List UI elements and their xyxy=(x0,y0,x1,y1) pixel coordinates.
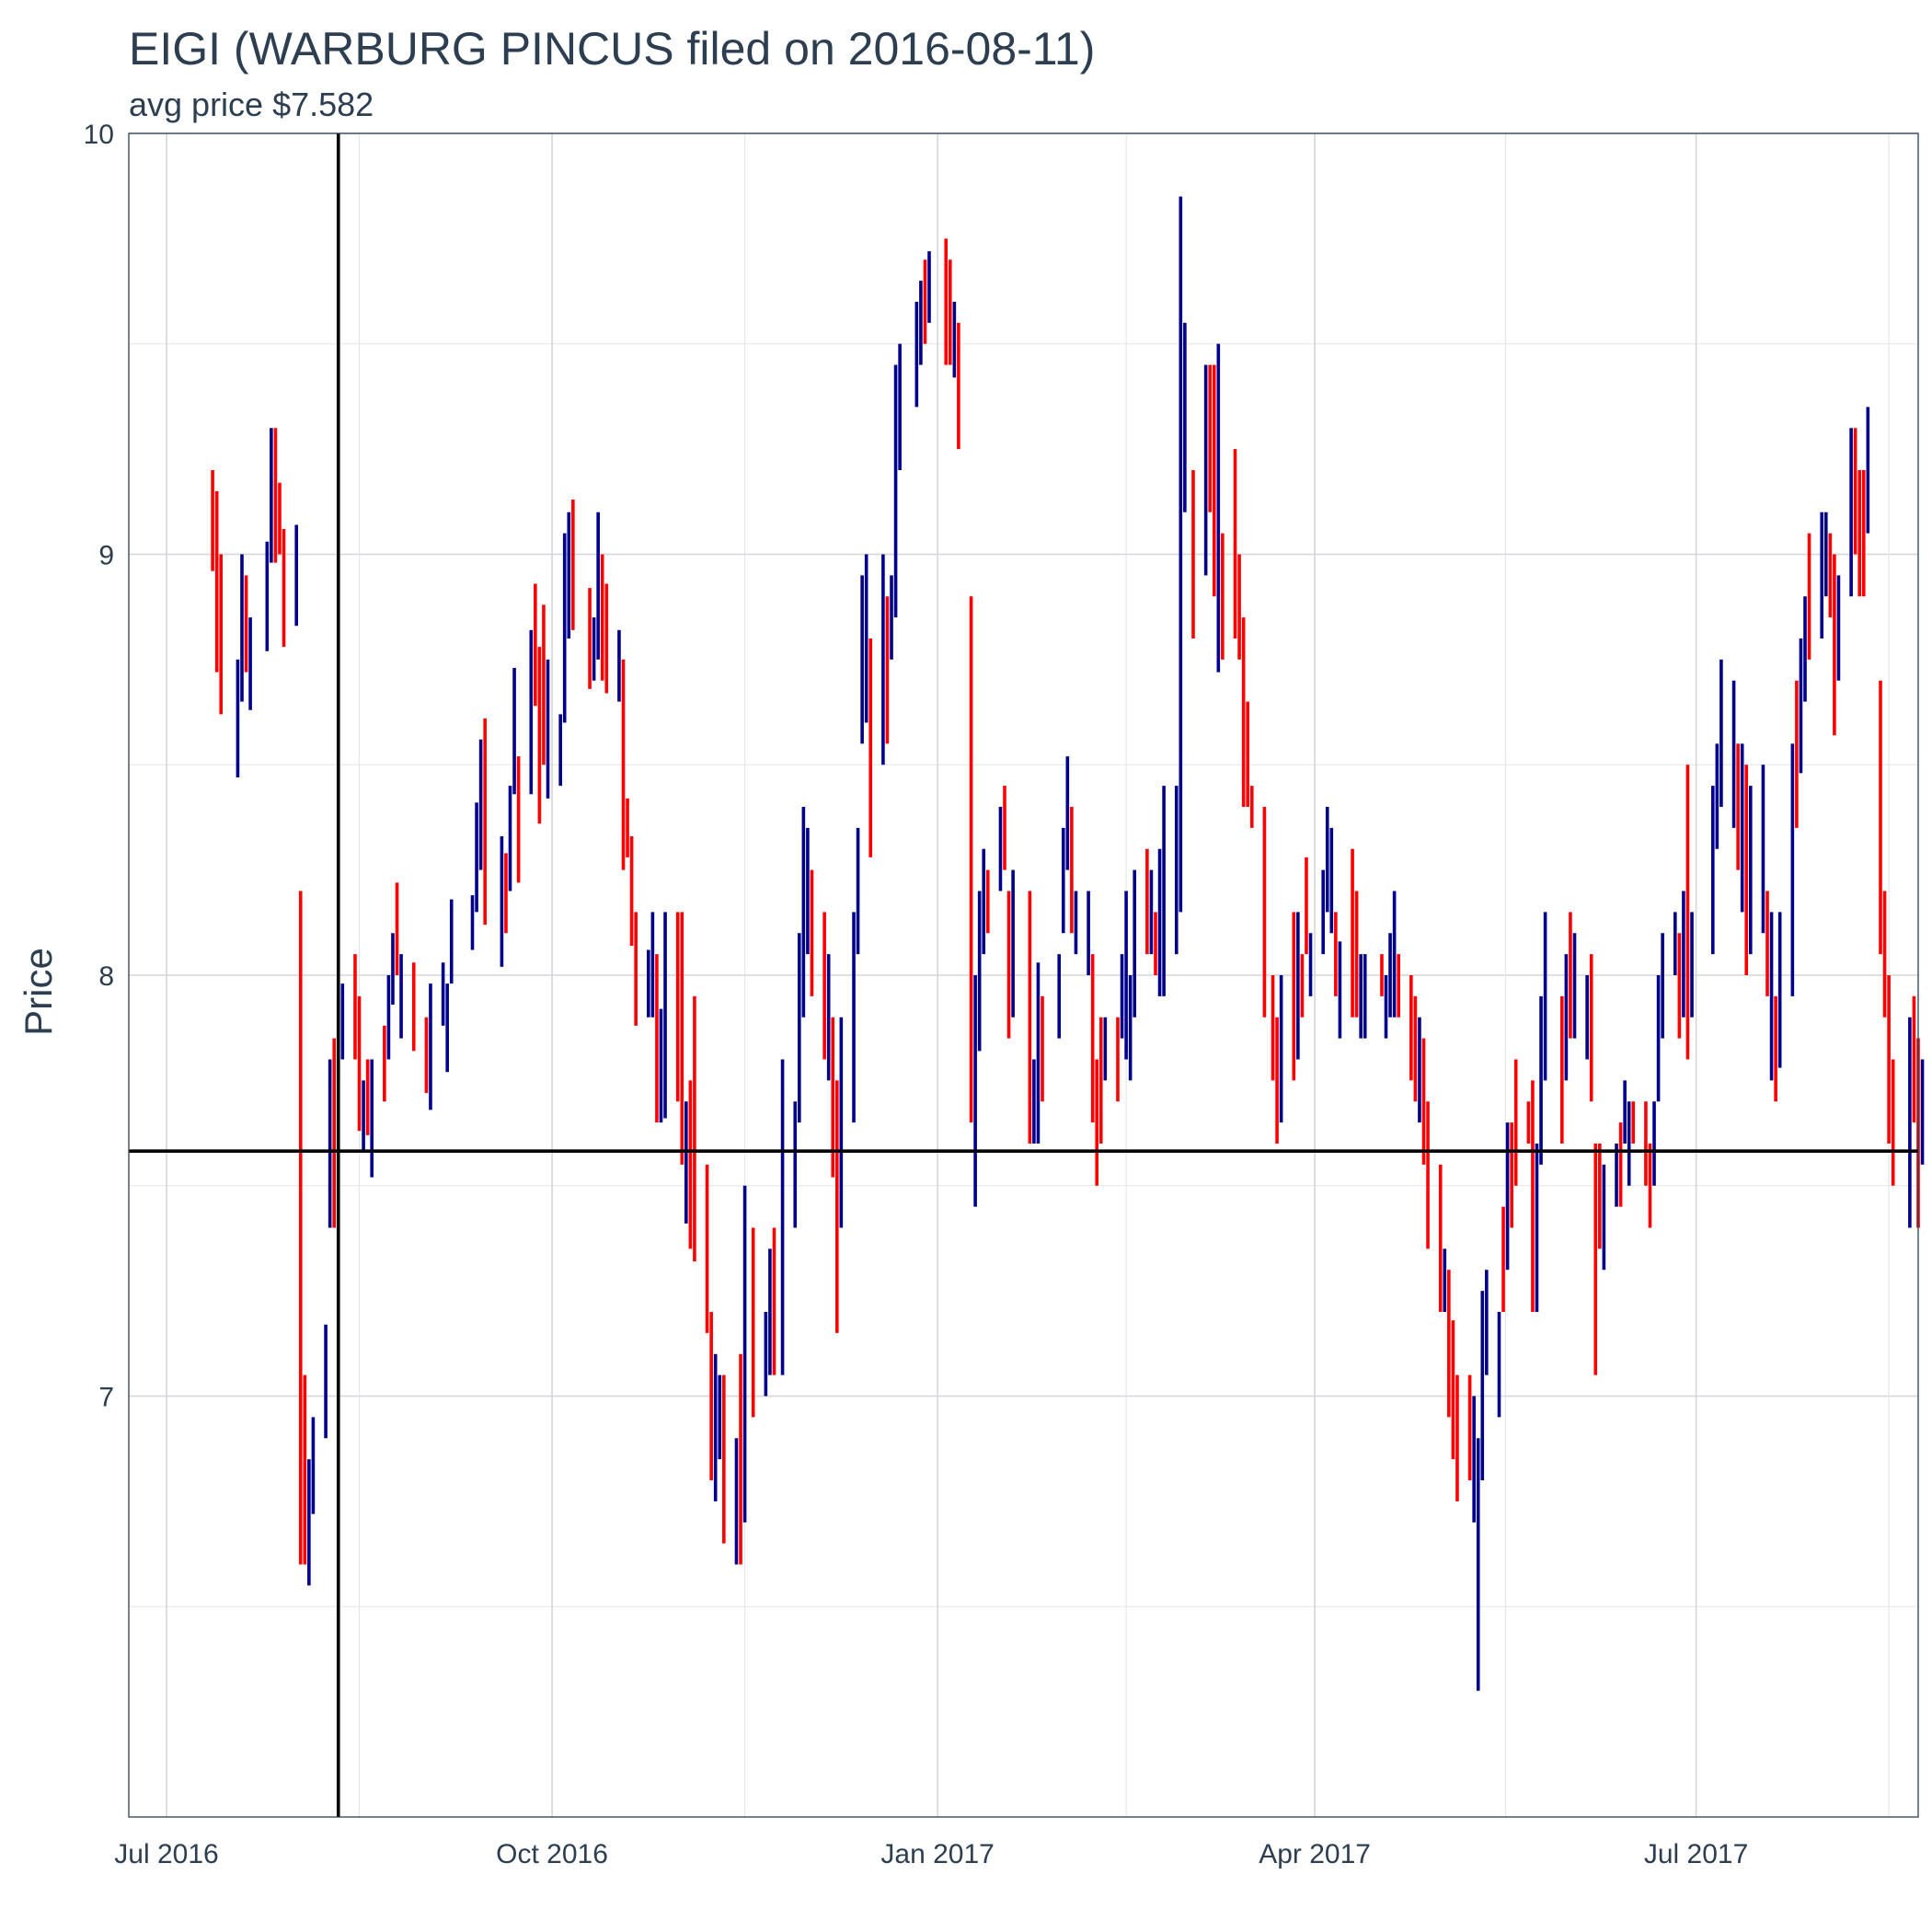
x-tick-label: Oct 2016 xyxy=(496,1839,608,1869)
y-tick-label: 7 xyxy=(98,1383,114,1413)
y-tick-label: 9 xyxy=(98,541,114,571)
reference-lines xyxy=(129,133,1918,1817)
y-tick-label: 10 xyxy=(84,120,114,150)
x-tick-label: Jan 2017 xyxy=(880,1839,994,1869)
chart-subtitle: avg price $7.582 xyxy=(129,86,374,123)
x-tick-label: Apr 2017 xyxy=(1259,1839,1371,1869)
x-tick-label: Jul 2017 xyxy=(1644,1839,1748,1869)
chart-title: EIGI (WARBURG PINCUS filed on 2016-08-11… xyxy=(129,23,1095,75)
axes: 7 8 9 10 Jul 2016 Oct 2016 Jan 2017 Apr 2017 Jul… xyxy=(84,120,1749,1869)
y-tick-label: 8 xyxy=(98,961,114,992)
ohlc-bars xyxy=(211,196,1925,1691)
plot-panel-border xyxy=(128,132,1919,1818)
x-tick-label: Jul 2016 xyxy=(114,1839,218,1869)
y-axis-label: Price xyxy=(17,948,60,1036)
